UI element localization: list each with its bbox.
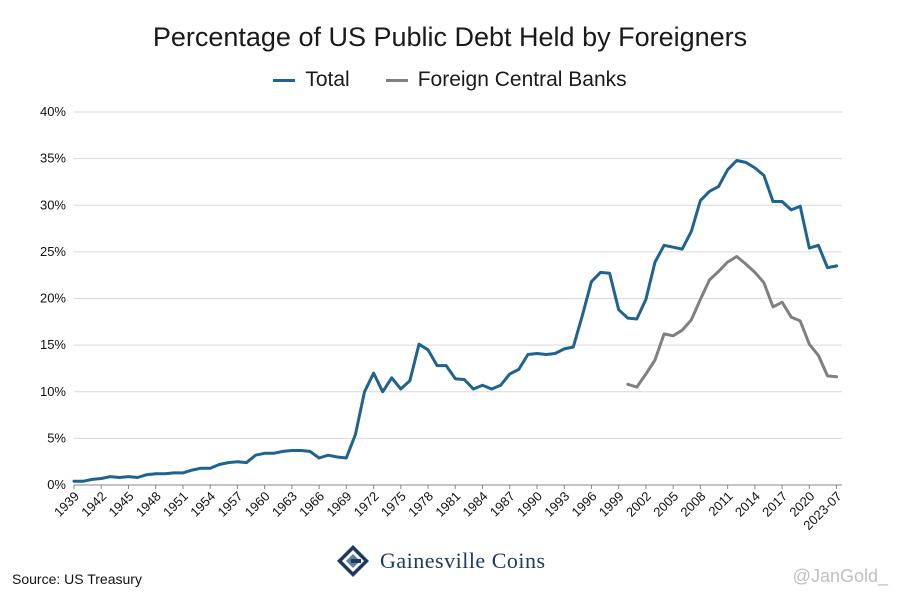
y-tick-label: 30% bbox=[40, 197, 66, 212]
series-lines bbox=[72, 159, 839, 483]
x-tick-label: 1978 bbox=[405, 489, 436, 520]
x-axis: 1939194219451948195119541957196019631966… bbox=[51, 484, 845, 533]
legend-swatch-total bbox=[273, 78, 296, 82]
x-tick-label: 1960 bbox=[242, 489, 273, 520]
x-tick-label: 1948 bbox=[133, 489, 164, 520]
y-tick-label: 15% bbox=[40, 337, 66, 352]
source-note: Source: US Treasury bbox=[12, 571, 142, 587]
y-tick-label: 40% bbox=[40, 104, 66, 119]
x-tick-label: 1987 bbox=[487, 489, 518, 520]
y-axis: 0% 5% 10% 15% 20% 25% 30% 35% 40% bbox=[40, 104, 66, 492]
author-watermark: @JanGold_ bbox=[792, 566, 888, 586]
x-tick-label: 1972 bbox=[351, 489, 382, 520]
series-line-foreign-central-banks bbox=[626, 255, 839, 389]
y-tick-label: 0% bbox=[47, 477, 66, 492]
x-tick-label: 1981 bbox=[432, 489, 463, 520]
y-tick-label: 5% bbox=[47, 430, 66, 445]
y-tick-label: 20% bbox=[40, 291, 66, 306]
x-tick-label: 1942 bbox=[78, 489, 109, 520]
x-tick-label: 1939 bbox=[51, 489, 82, 520]
x-tick-label: 1990 bbox=[514, 489, 545, 520]
x-tick-label: 1993 bbox=[541, 489, 572, 520]
legend-item-central-banks: Foreign Central Banks bbox=[385, 68, 627, 92]
x-tick-label: 1999 bbox=[596, 489, 627, 520]
x-tick-label: 1957 bbox=[214, 489, 245, 520]
y-tick-label: 35% bbox=[40, 151, 66, 166]
x-tick-label: 2002 bbox=[623, 489, 654, 520]
x-tick-label: 1984 bbox=[460, 489, 491, 520]
x-tick-label: 1966 bbox=[296, 489, 327, 520]
gainesville-coins-emblem-icon bbox=[337, 545, 369, 577]
chart-title: Percentage of US Public Debt Held by For… bbox=[152, 22, 748, 52]
x-tick-label: 2017 bbox=[759, 489, 790, 520]
y-tick-label: 25% bbox=[40, 244, 66, 259]
x-tick-label: 2005 bbox=[650, 489, 681, 520]
x-tick-label: 1951 bbox=[160, 489, 191, 520]
y-tick-label: 10% bbox=[40, 384, 66, 399]
x-tick-label: 2014 bbox=[732, 489, 763, 520]
x-tick-label: 2008 bbox=[677, 489, 708, 520]
x-tick-label: 1975 bbox=[378, 489, 409, 520]
brand-logo: Gainesville Coins bbox=[336, 544, 546, 578]
legend-label-central-banks: Foreign Central Banks bbox=[417, 68, 627, 91]
x-tick-label: 2011 bbox=[705, 489, 735, 519]
series-line-total bbox=[72, 159, 839, 483]
legend: Total Foreign Central Banks bbox=[0, 68, 900, 92]
x-tick-label: 1996 bbox=[569, 489, 600, 520]
gridlines bbox=[74, 111, 842, 439]
x-tick-label: 1954 bbox=[187, 489, 218, 520]
legend-item-total: Total bbox=[273, 68, 350, 92]
brand-logo-text: Gainesville Coins bbox=[380, 548, 546, 573]
legend-label-total: Total bbox=[305, 68, 350, 91]
legend-swatch-central-banks bbox=[385, 78, 408, 82]
x-tick-label: 1945 bbox=[106, 489, 137, 520]
x-tick-label: 1963 bbox=[269, 489, 300, 520]
x-tick-label: 1969 bbox=[323, 489, 354, 520]
